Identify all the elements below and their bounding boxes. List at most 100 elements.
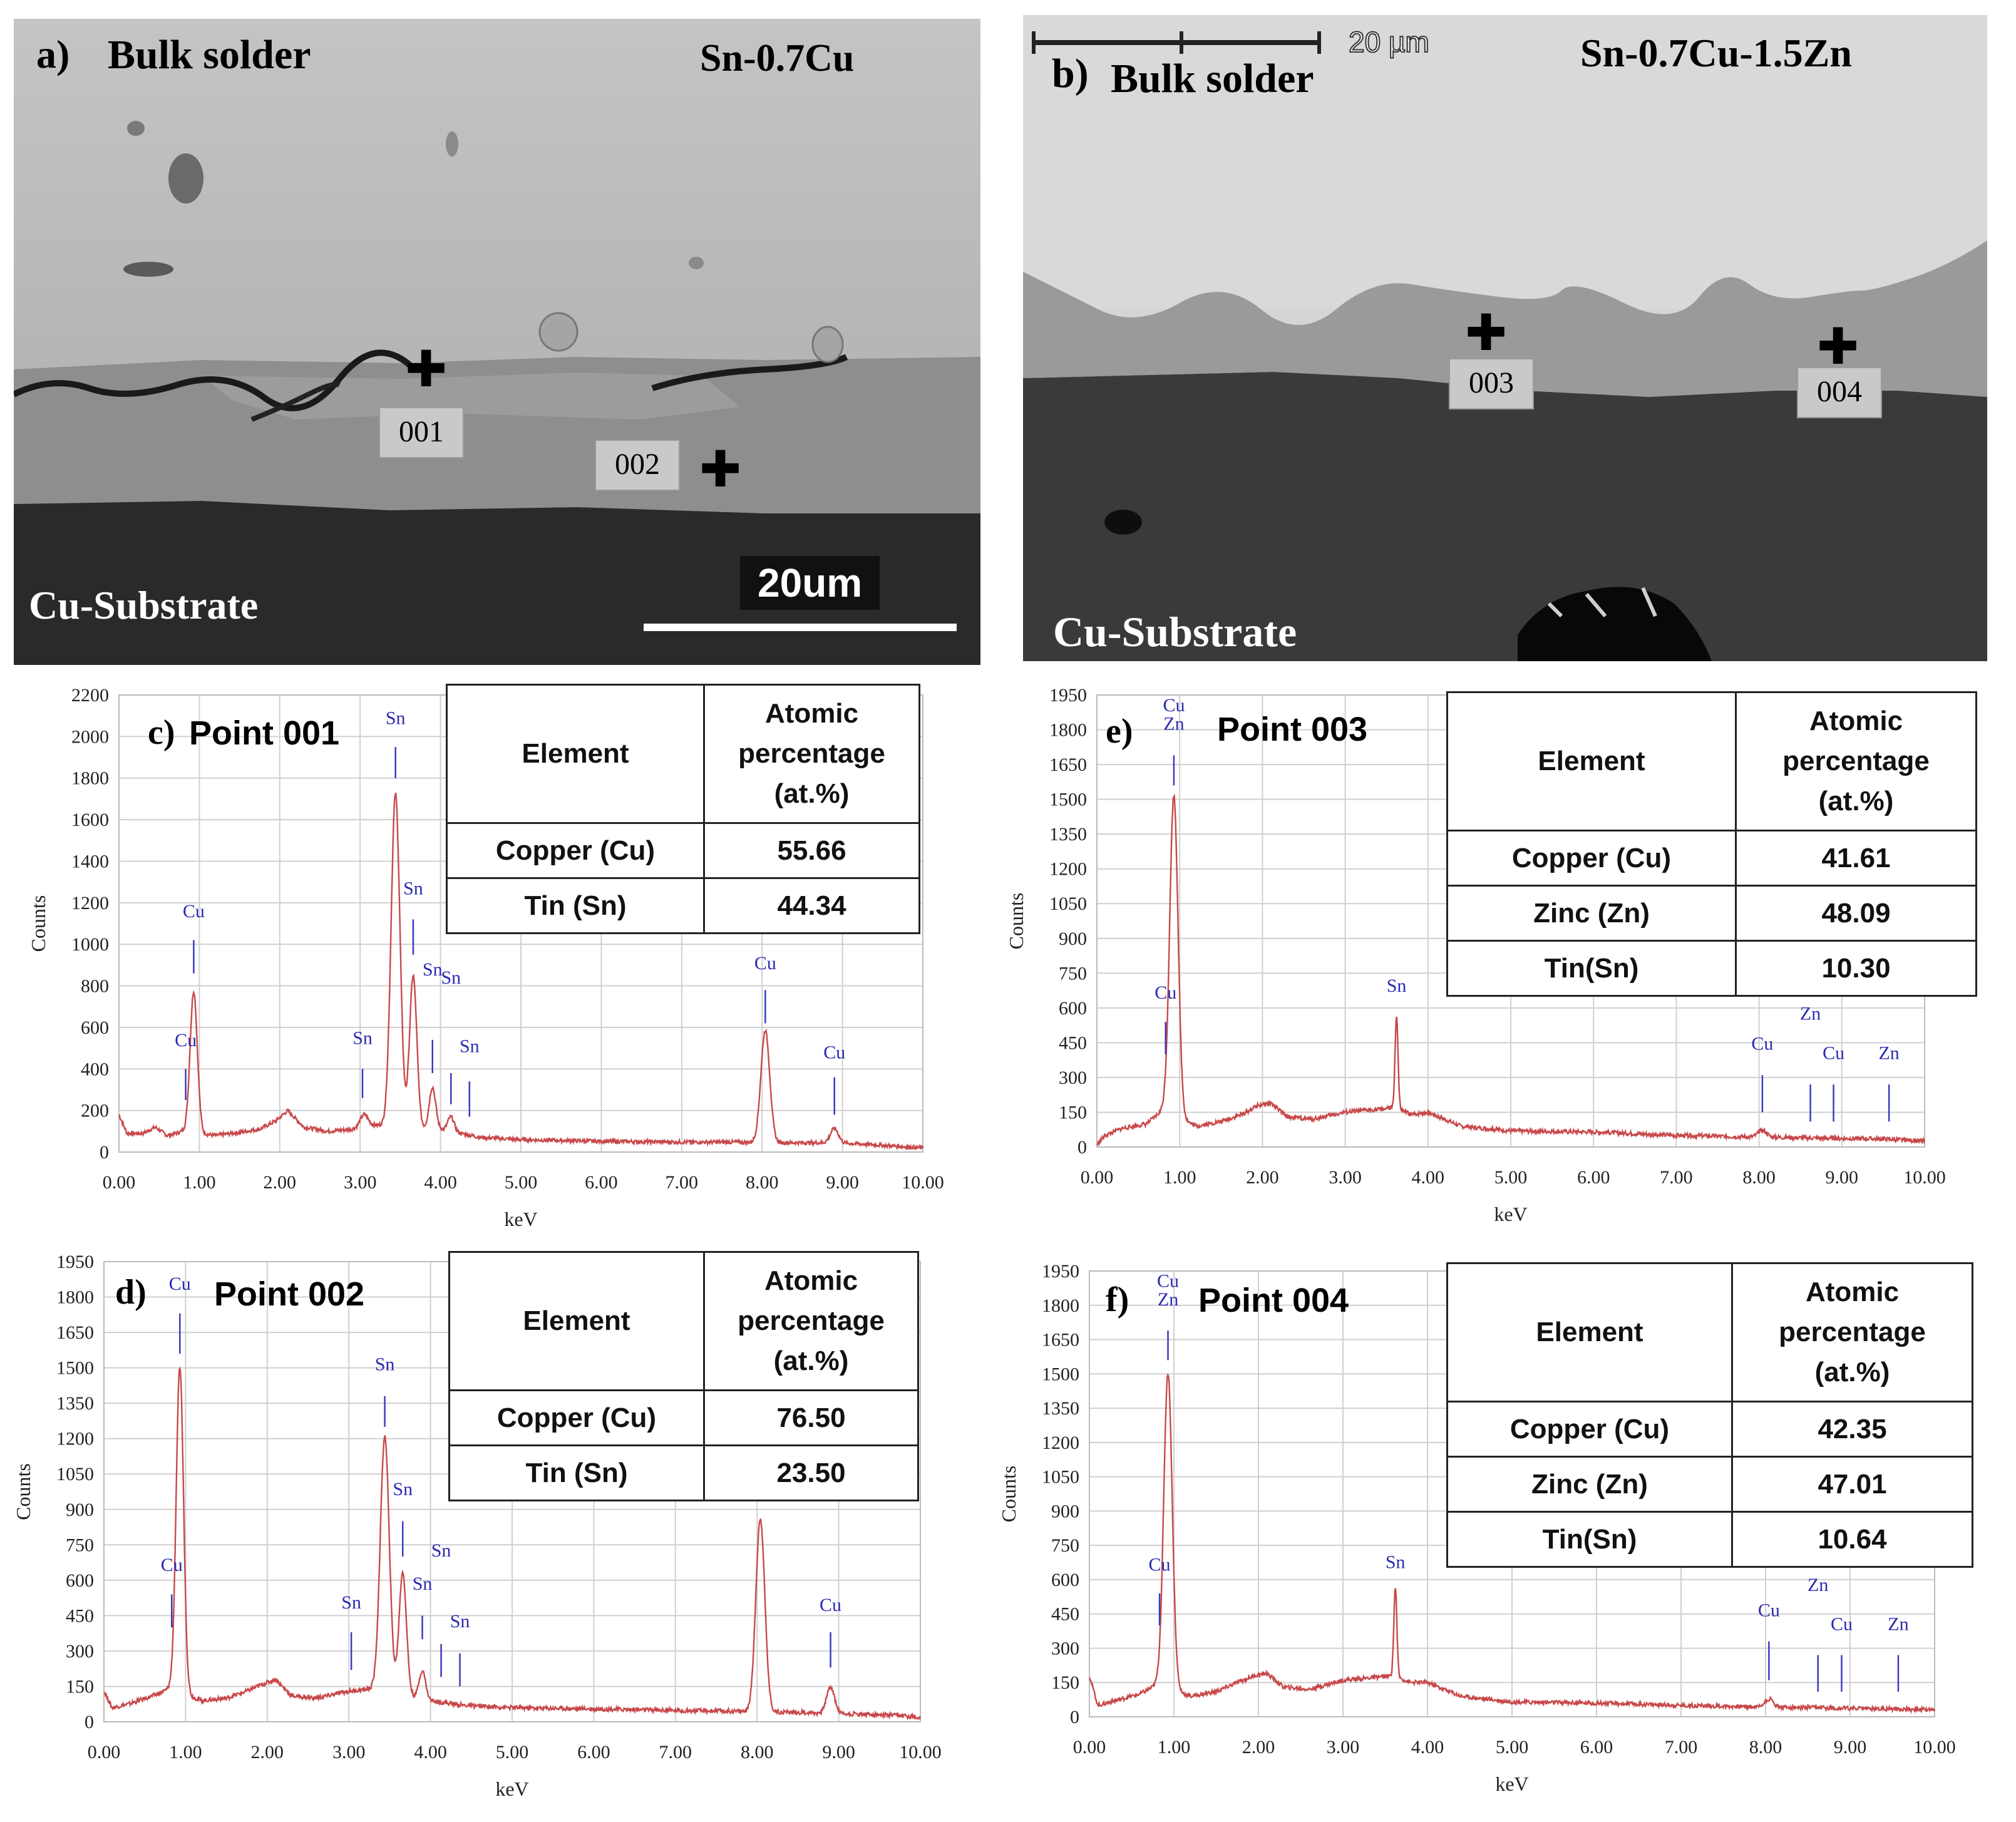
- chart-e-panel-label: e): [1106, 712, 1133, 751]
- y-axis-label: Counts: [12, 1463, 34, 1520]
- y-tick-label: 150: [66, 1676, 94, 1697]
- table-header-atomic: Atomic percentage (at.%): [1731, 1262, 1973, 1403]
- y-tick-label: 400: [81, 1059, 109, 1079]
- point-001-marker: ✚: [405, 340, 448, 398]
- sem-b-scale-text: 20 µm: [1348, 25, 1430, 59]
- peak-label: Cu: [169, 1274, 191, 1294]
- table-cell-element: Zinc (Zn): [1446, 1456, 1733, 1513]
- x-tick-label: 1.00: [183, 1172, 216, 1193]
- peak-label: Sn: [375, 1354, 395, 1374]
- point-003-label: 003: [1449, 358, 1534, 409]
- chart-d-title: Point 002: [214, 1275, 365, 1313]
- table-row: Zinc (Zn) 48.09: [1446, 885, 1977, 942]
- x-tick-label: 8.00: [1749, 1737, 1782, 1758]
- table-header-atomic: Atomic percentage (at.%): [703, 684, 920, 824]
- y-tick-label: 800: [81, 976, 109, 997]
- x-axis-label: keV: [1495, 1773, 1528, 1795]
- table-header-atomic-line1: Atomic: [1809, 706, 1903, 736]
- y-tick-label: 600: [1059, 998, 1087, 1019]
- sem-a-scale-text: 20um: [740, 556, 880, 610]
- spectrum-line: [1088, 1372, 1936, 1714]
- peak-label: Sn: [1386, 1552, 1406, 1573]
- table-cell-element: Copper (Cu): [1446, 1401, 1733, 1458]
- x-tick-label: 5.00: [505, 1172, 538, 1193]
- eds-chart-c: 0.00 1.00 2.00 3.00 4.00 5.00 6.00 7.00 8.00 9.00…: [0, 682, 995, 1252]
- y-tick-label: 1600: [71, 810, 109, 830]
- y-tick-label: 1200: [1042, 1433, 1079, 1453]
- y-tick-label: 1650: [1049, 754, 1087, 775]
- y-tick-label: 1400: [71, 851, 109, 872]
- y-tick-label: 1800: [1049, 720, 1087, 741]
- x-tick-label: 0.00: [1081, 1167, 1114, 1188]
- y-tick-label: 150: [1051, 1672, 1079, 1693]
- table-header-element: Element: [446, 684, 705, 824]
- y-tick-label: 600: [81, 1017, 109, 1038]
- x-tick-label: 2.00: [264, 1172, 297, 1193]
- x-tick-label: 10.00: [1913, 1737, 1956, 1758]
- table-cell-value: 55.66: [703, 822, 920, 879]
- table-cell-value: 10.30: [1735, 940, 1977, 997]
- y-tick-label: 750: [66, 1535, 94, 1555]
- peak-label: Zn: [1888, 1614, 1908, 1634]
- table-row: Tin (Sn) 23.50: [448, 1444, 919, 1501]
- x-tick-label: 1.00: [1158, 1737, 1191, 1758]
- sem-b-scale-tick-right: [1317, 31, 1321, 54]
- sem-b-texture: [1023, 15, 1987, 661]
- x-tick-label: 0.00: [103, 1172, 136, 1193]
- peak-label: Cu: [1758, 1600, 1780, 1620]
- chart-f-table: Element Atomic percentage (at.%) Copper …: [1446, 1262, 1973, 1568]
- x-tick-label: 5.00: [1496, 1737, 1529, 1758]
- chart-d-table-header: Element Atomic percentage (at.%): [448, 1251, 919, 1391]
- peak-label: Zn: [1808, 1575, 1828, 1595]
- chart-c-title: Point 001: [189, 714, 340, 752]
- table-cell-element: Tin(Sn): [1446, 1511, 1733, 1568]
- sem-b-alloy-label: Sn-0.7Cu-1.5Zn: [1580, 31, 1852, 75]
- peak-label: Sn: [431, 1540, 451, 1561]
- eds-chart-d: 0.00 1.00 2.00 3.00 4.00 5.00 6.00 7.00 8.00 9.00…: [0, 1246, 995, 1819]
- table-cell-element: Tin(Sn): [1446, 940, 1737, 997]
- y-tick-label: 0: [1077, 1137, 1087, 1158]
- table-header-atomic: Atomic percentage (at.%): [703, 1251, 919, 1391]
- table-cell-value: 44.34: [703, 877, 920, 934]
- x-tick-label: 6.00: [577, 1742, 610, 1763]
- table-header-atomic-line2: percentage: [738, 1305, 885, 1336]
- peak-label: Cu: [1823, 1042, 1844, 1063]
- chart-e-title: Point 003: [1217, 711, 1368, 748]
- point-002-label: 002: [595, 440, 680, 491]
- sem-image-a: a) Bulk solder Sn-0.7Cu ✚ 001 002 ✚ Cu-S…: [14, 19, 980, 665]
- table-row: Tin (Sn) 44.34: [446, 877, 920, 934]
- x-axis-label: keV: [504, 1208, 537, 1230]
- peak-label: Cu: [1149, 1554, 1171, 1575]
- sem-a-substrate-label: Cu-Substrate: [29, 583, 259, 627]
- peak-label: Cu: [1163, 695, 1185, 716]
- sem-a-alloy-label: Sn-0.7Cu: [700, 37, 855, 80]
- peak-label: Cu: [1831, 1614, 1853, 1634]
- y-axis-label: Counts: [1005, 893, 1027, 950]
- x-axis-label: keV: [495, 1778, 528, 1800]
- peak-label: Zn: [1158, 1289, 1178, 1310]
- point-003-marker: ✚: [1465, 304, 1508, 362]
- x-tick-label: 1.00: [1163, 1167, 1196, 1188]
- y-tick-label: 1050: [1049, 893, 1087, 914]
- chart-e-table-header: Element Atomic percentage (at.%): [1446, 691, 1977, 831]
- table-row: Tin(Sn) 10.64: [1446, 1511, 1973, 1568]
- sem-a-panel-label: a): [36, 32, 70, 76]
- table-cell-element: Tin (Sn): [446, 877, 705, 934]
- peak-label: Cu: [161, 1555, 183, 1575]
- spectrum-line: [1096, 793, 1926, 1146]
- table-cell-value: 48.09: [1735, 885, 1977, 942]
- peak-label: Cu: [183, 901, 205, 922]
- x-tick-label: 0.00: [88, 1742, 121, 1763]
- peak-label: Cu: [820, 1595, 841, 1615]
- x-tick-label: 6.00: [1577, 1167, 1610, 1188]
- peak-label: Cu: [175, 1030, 197, 1051]
- table-cell-element: Copper (Cu): [1446, 830, 1737, 887]
- x-tick-label: 9.00: [822, 1742, 855, 1763]
- sem-b-scale-tick-mid: [1180, 31, 1183, 54]
- y-tick-label: 750: [1059, 963, 1087, 984]
- point-001-label: 001: [379, 407, 464, 458]
- peak-label: Sn: [460, 1036, 480, 1057]
- y-tick-label: 0: [1070, 1707, 1079, 1727]
- chart-d-table: Element Atomic percentage (at.%) Copper …: [448, 1251, 919, 1501]
- table-row: Copper (Cu) 76.50: [448, 1389, 919, 1446]
